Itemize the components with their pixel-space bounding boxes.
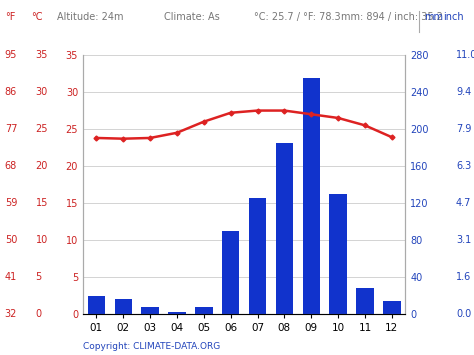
Text: 0.0: 0.0 bbox=[456, 309, 471, 319]
Bar bbox=[276, 143, 293, 314]
Text: 6.3: 6.3 bbox=[456, 161, 471, 171]
Text: 35: 35 bbox=[36, 50, 48, 60]
Text: 5: 5 bbox=[36, 272, 42, 282]
Text: 1.6: 1.6 bbox=[456, 272, 471, 282]
Bar bbox=[222, 231, 239, 314]
Bar bbox=[302, 78, 320, 314]
Text: 32: 32 bbox=[5, 309, 17, 319]
Text: 11.0: 11.0 bbox=[456, 50, 474, 60]
Bar bbox=[383, 301, 401, 314]
Text: 20: 20 bbox=[36, 161, 48, 171]
Bar bbox=[356, 288, 374, 314]
Text: Climate: As: Climate: As bbox=[164, 12, 219, 22]
Text: Altitude: 24m: Altitude: 24m bbox=[57, 12, 123, 22]
Text: 30: 30 bbox=[36, 87, 48, 97]
Bar bbox=[141, 307, 159, 314]
Text: 4.7: 4.7 bbox=[456, 198, 471, 208]
Text: 10: 10 bbox=[36, 235, 48, 245]
Text: 7.9: 7.9 bbox=[456, 124, 471, 134]
Text: 41: 41 bbox=[5, 272, 17, 282]
Text: 0: 0 bbox=[36, 309, 42, 319]
Bar bbox=[249, 198, 266, 314]
Bar bbox=[168, 312, 186, 314]
Text: 15: 15 bbox=[36, 198, 48, 208]
Bar bbox=[88, 296, 105, 314]
Text: °F: °F bbox=[5, 12, 15, 22]
Bar bbox=[115, 299, 132, 314]
Text: Copyright: CLIMATE-DATA.ORG: Copyright: CLIMATE-DATA.ORG bbox=[83, 343, 220, 351]
Text: 9.4: 9.4 bbox=[456, 87, 471, 97]
Text: °C: 25.7 / °F: 78.3: °C: 25.7 / °F: 78.3 bbox=[254, 12, 340, 22]
Text: 59: 59 bbox=[5, 198, 17, 208]
Text: inch: inch bbox=[443, 12, 464, 22]
Text: mm: 894 / inch: 35.2: mm: 894 / inch: 35.2 bbox=[341, 12, 443, 22]
Text: 50: 50 bbox=[5, 235, 17, 245]
Text: 77: 77 bbox=[5, 124, 17, 134]
Bar bbox=[195, 307, 212, 314]
Text: mm: mm bbox=[424, 12, 443, 22]
Text: 3.1: 3.1 bbox=[456, 235, 471, 245]
Text: 25: 25 bbox=[36, 124, 48, 134]
Bar bbox=[329, 194, 347, 314]
Text: 95: 95 bbox=[5, 50, 17, 60]
Text: °C: °C bbox=[31, 12, 42, 22]
Text: 68: 68 bbox=[5, 161, 17, 171]
Text: 86: 86 bbox=[5, 87, 17, 97]
